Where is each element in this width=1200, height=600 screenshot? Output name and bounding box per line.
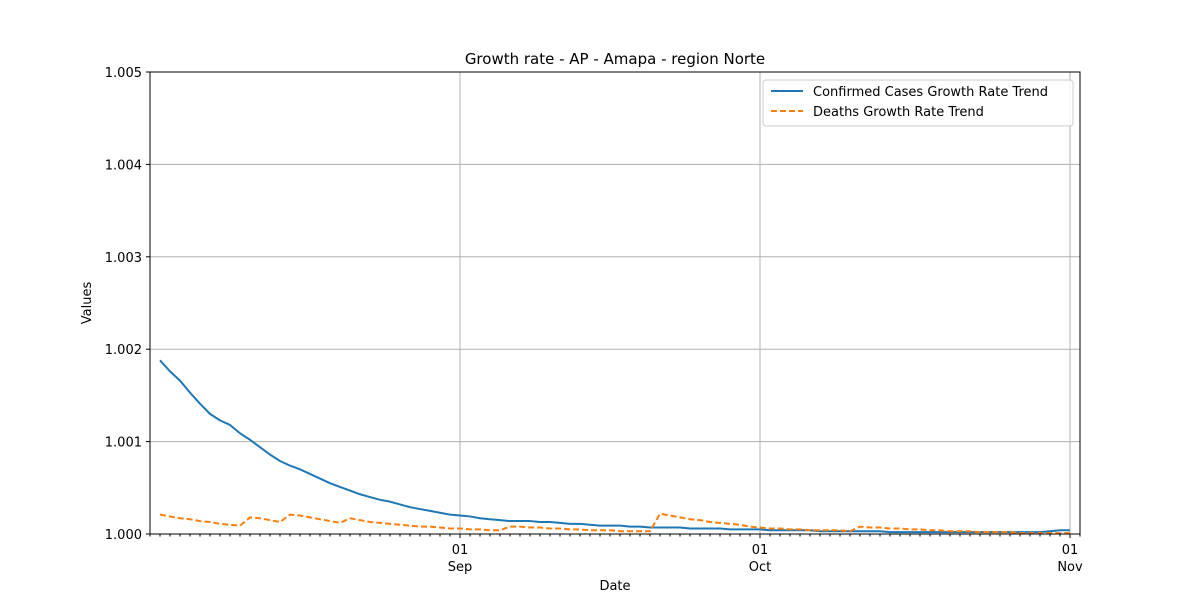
legend: Confirmed Cases Growth Rate Trend Deaths… xyxy=(762,79,1074,127)
confirmed-growth-line xyxy=(159,359,1070,534)
x-axis-label: Date xyxy=(599,579,630,594)
x-tick-label-day: 01 xyxy=(1062,543,1079,558)
y-tick-label: 1.004 xyxy=(105,158,142,173)
x-axis: 01 Sep 01 Oct 01 Nov xyxy=(448,534,1083,575)
x-tick-label-month: Sep xyxy=(448,560,473,575)
x-tick-label-month: Oct xyxy=(749,560,771,575)
legend-label-deaths: Deaths Growth Rate Trend xyxy=(813,105,984,120)
plot-frame xyxy=(149,71,1081,535)
y-tick-label: 1.003 xyxy=(105,251,142,266)
x-tick-label-day: 01 xyxy=(452,543,469,558)
y-tick-label: 1.002 xyxy=(105,343,142,358)
y-tick-label: 1.000 xyxy=(105,528,142,543)
series-layer xyxy=(159,359,1071,535)
deaths-points xyxy=(159,513,1071,534)
x-tick-label-day: 01 xyxy=(752,543,769,558)
y-tick-label: 1.005 xyxy=(105,66,142,81)
chart-title: Growth rate - AP - Amapa - region Norte xyxy=(465,50,765,68)
plot-area xyxy=(150,72,1080,534)
y-axis-label: Values xyxy=(80,282,95,325)
x-tick-label-month: Nov xyxy=(1057,560,1083,575)
legend-box xyxy=(762,79,1074,127)
y-axis: 1.000 1.001 1.002 1.003 1.004 1.005 xyxy=(105,66,150,543)
y-tick-label: 1.001 xyxy=(105,436,142,451)
deaths-growth-line xyxy=(159,512,1070,535)
legend-label-confirmed: Confirmed Cases Growth Rate Trend xyxy=(813,85,1048,100)
